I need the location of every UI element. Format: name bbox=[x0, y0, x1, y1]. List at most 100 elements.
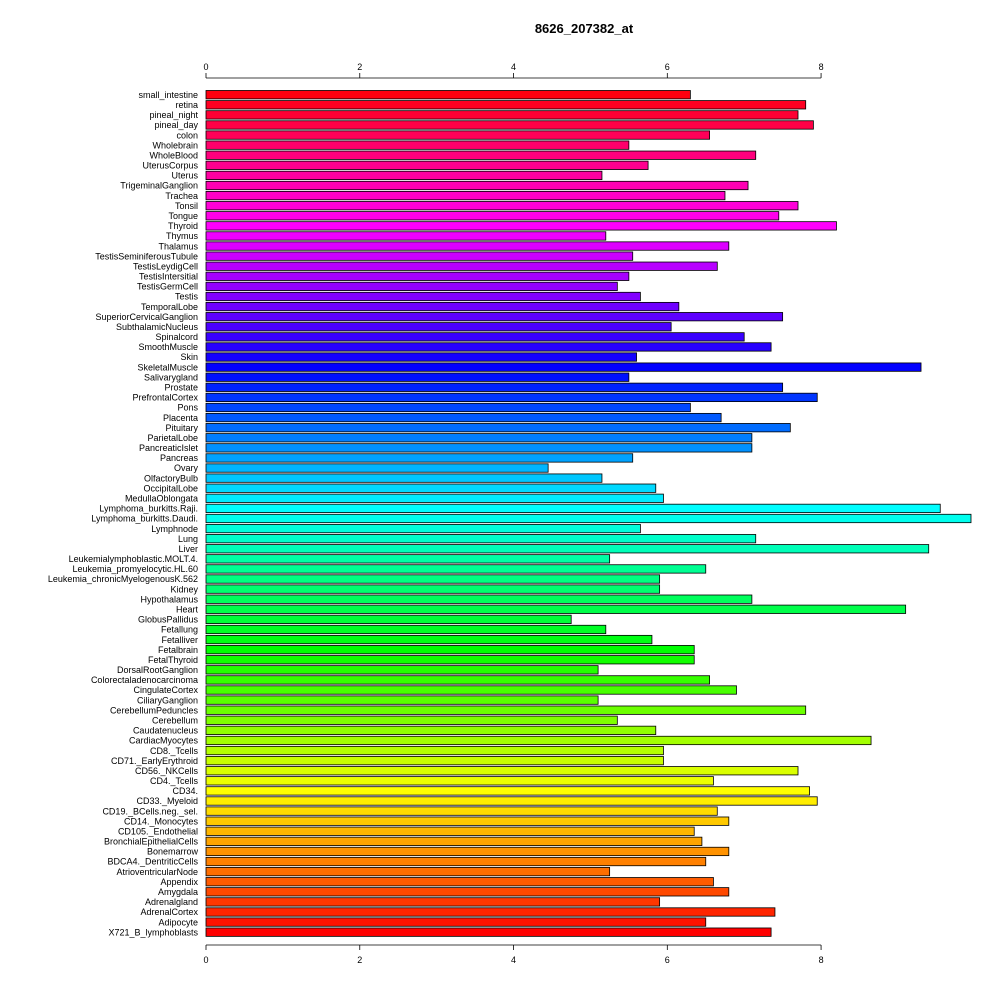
bar bbox=[205, 826, 695, 836]
category-label: CD34. bbox=[172, 786, 198, 796]
bar bbox=[205, 544, 930, 554]
bar bbox=[205, 725, 657, 735]
bar bbox=[205, 190, 726, 201]
category-label: FetalThyroid bbox=[148, 655, 198, 665]
bar bbox=[205, 856, 707, 867]
category-label: Ovary bbox=[174, 463, 199, 473]
category-label: Adipocyte bbox=[158, 917, 198, 927]
category-label: Caudatenucleus bbox=[133, 726, 199, 736]
category-label: TrigeminalGanglion bbox=[120, 181, 198, 191]
bar bbox=[205, 221, 837, 231]
bar bbox=[205, 322, 672, 332]
category-label: PancreaticIslet bbox=[139, 443, 199, 453]
bar bbox=[205, 756, 664, 766]
category-label: Placenta bbox=[163, 413, 198, 423]
bar bbox=[205, 362, 922, 372]
bar bbox=[205, 211, 780, 221]
bar bbox=[205, 332, 745, 342]
category-label: CiliaryGanglion bbox=[137, 695, 198, 705]
category-label: Heart bbox=[176, 604, 199, 614]
category-label: Leukemialymphoblastic.MOLT.4. bbox=[69, 554, 198, 564]
bar bbox=[205, 685, 737, 695]
tick-label: 8 bbox=[819, 955, 824, 965]
bar bbox=[205, 675, 710, 685]
bar bbox=[205, 231, 607, 241]
bar bbox=[205, 887, 730, 897]
bar bbox=[205, 180, 749, 191]
category-label: SmoothMuscle bbox=[138, 342, 198, 352]
category-label: CD33._Myeloid bbox=[136, 796, 198, 806]
category-label: OccipitalLobe bbox=[143, 483, 198, 493]
category-label: Adrenalgland bbox=[145, 897, 198, 907]
tick-label: 2 bbox=[357, 955, 362, 965]
category-label: TestisIntersitial bbox=[139, 272, 198, 282]
bar bbox=[205, 594, 753, 604]
bar bbox=[205, 816, 730, 826]
category-label: Fetalliver bbox=[161, 635, 198, 645]
bar bbox=[205, 806, 718, 816]
tick-label: 0 bbox=[203, 955, 208, 965]
bar bbox=[205, 352, 637, 362]
bar bbox=[205, 766, 799, 776]
category-label: Leukemia_chronicMyelogenousK.562 bbox=[48, 574, 198, 584]
bar bbox=[205, 271, 630, 281]
category-label: pineal_night bbox=[149, 110, 198, 120]
category-label: TestisSeminiferousTubule bbox=[95, 251, 198, 261]
category-label: DorsalRootGanglion bbox=[117, 665, 198, 675]
bar bbox=[205, 261, 718, 271]
category-label: Pituitary bbox=[165, 423, 198, 433]
category-label: colon bbox=[176, 130, 198, 140]
category-label: Lung bbox=[178, 534, 198, 544]
tick-label: 6 bbox=[665, 62, 670, 72]
bar bbox=[205, 534, 757, 544]
category-label: Fetalbrain bbox=[158, 645, 198, 655]
bar bbox=[205, 735, 872, 746]
bar bbox=[205, 776, 714, 786]
tick-label: 8 bbox=[819, 62, 824, 72]
bar bbox=[205, 201, 799, 211]
category-label: AdrenalCortex bbox=[140, 907, 198, 917]
bar bbox=[205, 907, 776, 917]
bar bbox=[205, 251, 634, 261]
category-label: OlfactoryBulb bbox=[144, 473, 198, 483]
tick-label: 0 bbox=[203, 62, 208, 72]
x-axis-top: 0 2 4 6 8 bbox=[203, 62, 824, 79]
category-label: Lymphnode bbox=[151, 524, 198, 534]
bar bbox=[205, 160, 649, 170]
bar bbox=[205, 130, 710, 140]
bar bbox=[205, 312, 784, 322]
bar bbox=[205, 301, 680, 312]
category-label: BDCA4._DentriticCells bbox=[107, 857, 198, 867]
bar bbox=[205, 433, 753, 443]
category-label: MedullaOblongata bbox=[125, 494, 198, 504]
category-label: X721_B_lymphoblasts bbox=[108, 927, 198, 937]
bar bbox=[205, 110, 799, 120]
category-label: Testis bbox=[175, 292, 199, 302]
category-label: Pancreas bbox=[160, 453, 199, 463]
category-label: TestisLeydigCell bbox=[133, 261, 198, 271]
bar bbox=[205, 867, 611, 877]
category-label: Spinalcord bbox=[155, 332, 198, 342]
bar bbox=[205, 695, 599, 705]
category-labels: small_intestineretinapineal_nightpineal_… bbox=[48, 90, 199, 937]
bar bbox=[205, 614, 572, 624]
category-label: Fetallung bbox=[161, 625, 198, 635]
category-label: Leukemia_promyelocytic.HL.60 bbox=[72, 564, 198, 574]
bar bbox=[205, 90, 691, 100]
tick-label: 4 bbox=[511, 62, 516, 72]
bar bbox=[205, 634, 653, 645]
bar bbox=[205, 150, 757, 160]
category-label: CD56._NKCells bbox=[135, 766, 199, 776]
category-label: CD105._Endothelial bbox=[118, 826, 198, 836]
bar bbox=[205, 382, 784, 392]
category-label: CardiacMyocytes bbox=[129, 736, 199, 746]
category-label: retina bbox=[175, 100, 198, 110]
bar bbox=[205, 584, 661, 594]
category-label: TestisGermCell bbox=[137, 282, 198, 292]
category-label: SkeletalMuscle bbox=[137, 362, 198, 372]
category-label: SuperiorCervicalGanglion bbox=[95, 312, 198, 322]
category-label: Amygdala bbox=[158, 887, 198, 897]
bar bbox=[205, 604, 907, 614]
category-label: Thyroid bbox=[168, 221, 198, 231]
